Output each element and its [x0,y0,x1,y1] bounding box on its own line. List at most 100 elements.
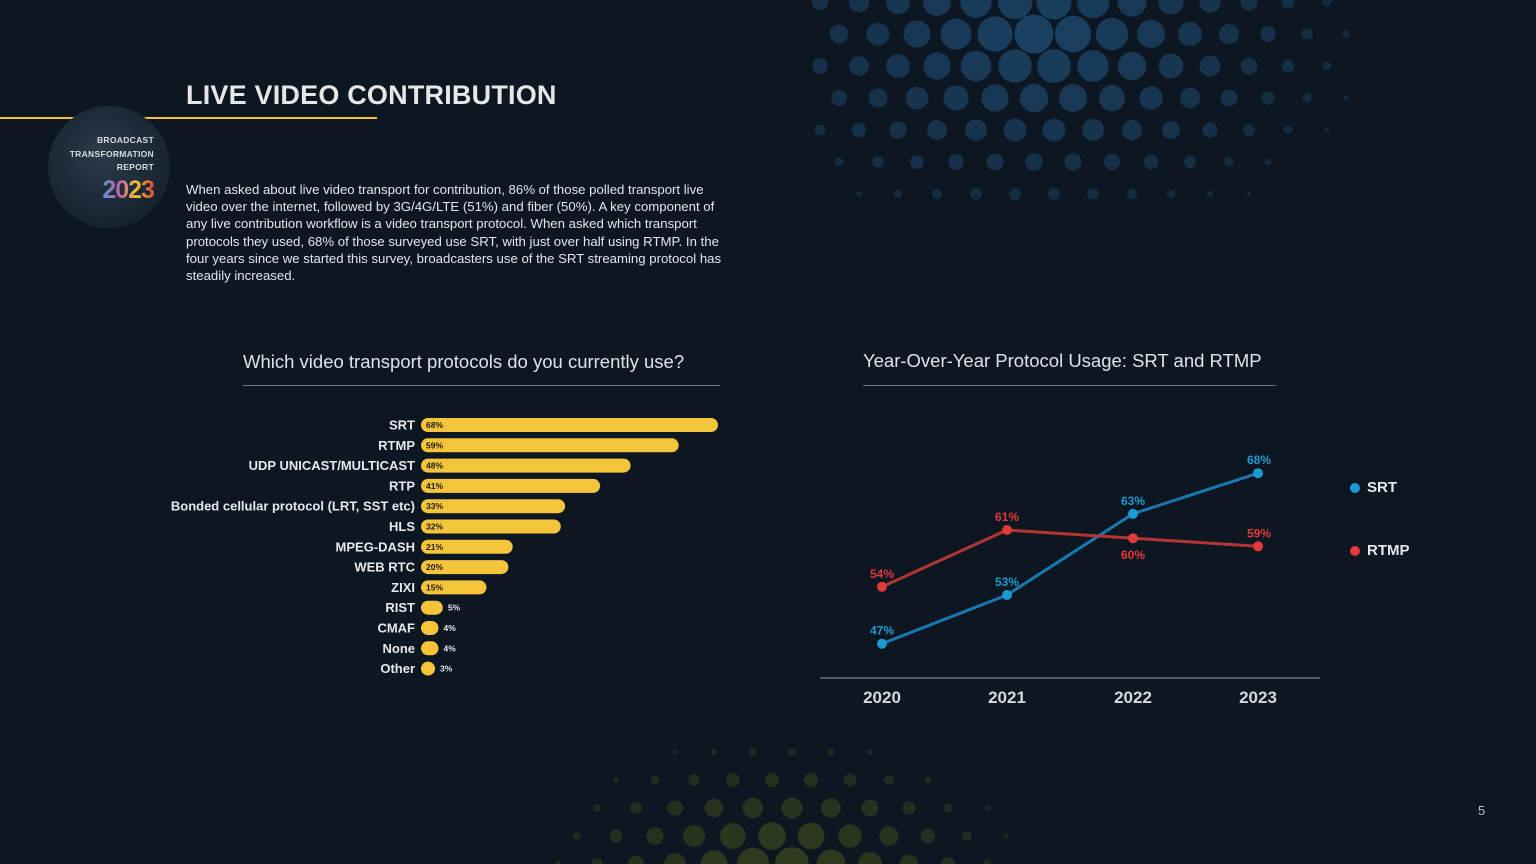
decor-dot-blue [1042,118,1066,142]
decor-dot-blue [1095,17,1129,51]
decor-dot-blue [981,84,1009,112]
decor-dot-blue [1117,51,1147,81]
decor-dot-yellow [688,774,700,786]
bar-category-label: Other [380,661,415,676]
decor-dot-blue [893,189,903,199]
decor-dot-yellow [672,749,678,755]
decor-dot-yellow [758,822,786,850]
decor-dot-yellow [775,847,809,864]
decor-dot-blue [1199,55,1221,77]
decor-dot-blue [1139,86,1163,110]
bar [421,621,439,635]
bar-chart-title: Which video transport protocols do you c… [243,351,685,372]
decor-dot-blue [1179,87,1201,109]
page-title: LIVE VIDEO CONTRIBUTION [186,80,557,110]
decor-dot-yellow [899,854,919,864]
bar-value-label: 48% [426,461,443,471]
decor-dot-blue [885,0,911,15]
decor-dot-blue [965,119,987,141]
decor-dot-blue [932,189,942,199]
decor-dot-blue [866,22,890,46]
decor-dot-blue [1240,0,1258,11]
bar [421,539,513,554]
bar-chart-title-rule [243,385,720,386]
decor-dot-blue [1019,83,1049,113]
decor-dot-blue [829,24,849,44]
decor-dot-blue [948,154,964,170]
decor-dot-blue [1048,188,1060,200]
decor-dot-yellow [879,826,899,846]
decor-dot-blue [1322,61,1332,71]
data-label-rtmp: 61% [995,510,1019,524]
data-point-rtmp [1002,525,1012,535]
decor-dot-yellow [920,828,936,844]
bar-value-label: 59% [426,440,443,450]
bar-category-label: MPEG-DASH [336,539,415,554]
bar-value-label: 15% [426,582,443,592]
x-tick-label: 2021 [988,688,1026,707]
decor-dot-blue [1178,22,1202,46]
decor-dot-blue [814,124,826,136]
decor-dot-blue [1281,0,1295,9]
decor-dot-blue [812,58,828,74]
bar [421,580,487,595]
decor-dot-blue [1036,0,1072,20]
x-tick-label: 2022 [1114,688,1152,707]
decor-dot-blue [1220,89,1238,107]
decor-dot-yellow [838,824,862,848]
bar-category-label: CMAF [377,621,415,636]
bar-value-label: 5% [448,603,461,613]
decor-dot-blue [923,0,951,16]
bar-value-label: 41% [426,481,443,491]
bar-category-label: WEB RTC [354,560,415,575]
legend-dot-rtmp-icon [1350,545,1360,556]
decor-dot-blue [1121,119,1143,141]
decor-dot-blue [811,0,829,11]
decor-dot-yellow [591,858,603,864]
bar [421,560,509,575]
decor-dot-yellow [867,749,873,755]
badge-line-1: BROADCAST [96,135,154,145]
data-point-srt [1128,508,1138,519]
report-badge: BROADCAST TRANSFORMATION REPORT 2023 [48,106,170,228]
decor-dot-blue [960,0,992,18]
data-label-rtmp: 60% [1121,548,1145,562]
decor-dot-yellow [821,798,841,818]
bar-category-label: UDP UNICAST/MULTICAST [249,458,415,473]
decor-dot-blue [1158,53,1184,79]
bar-category-label: RIST [385,600,415,615]
decor-dot-blue [977,16,1013,52]
decor-dot-blue [1077,50,1109,82]
page-number: 5 [1478,803,1486,818]
bar-category-label: HLS [389,519,415,534]
bar-value-label: 20% [426,562,443,572]
decor-dot-blue [1136,19,1166,49]
legend-label-rtmp: RTMP [1367,542,1410,559]
bar-category-label: RTP [389,478,415,493]
decor-dot-blue [998,49,1032,83]
decor-dot-blue [872,156,884,168]
series-line-srt [881,471,1259,646]
decor-dot-yellow [788,748,796,756]
decor-dot-yellow [630,802,642,814]
decor-dot-blue [997,0,1033,20]
bar [421,458,631,473]
bar-value-label: 21% [426,542,443,552]
bar [421,519,561,534]
decor-dot-yellow [573,832,581,840]
bar-category-label: RTMP [378,438,415,453]
data-label-rtmp: 59% [1247,526,1271,540]
decor-dot-yellow [749,748,757,756]
decor-dot-yellow [941,857,955,864]
series-line-rtmp [881,528,1259,589]
decor-dot-yellow [704,798,724,818]
decor-dot-yellow [700,850,728,864]
bar [421,438,679,453]
bar-value-label: 32% [426,522,443,532]
data-point-rtmp [877,581,887,592]
decor-dot-blue [1260,26,1276,42]
decor-dot-blue [1301,28,1313,40]
decor-dot-yellow [884,775,894,785]
decor-dot-blue [1199,0,1221,13]
